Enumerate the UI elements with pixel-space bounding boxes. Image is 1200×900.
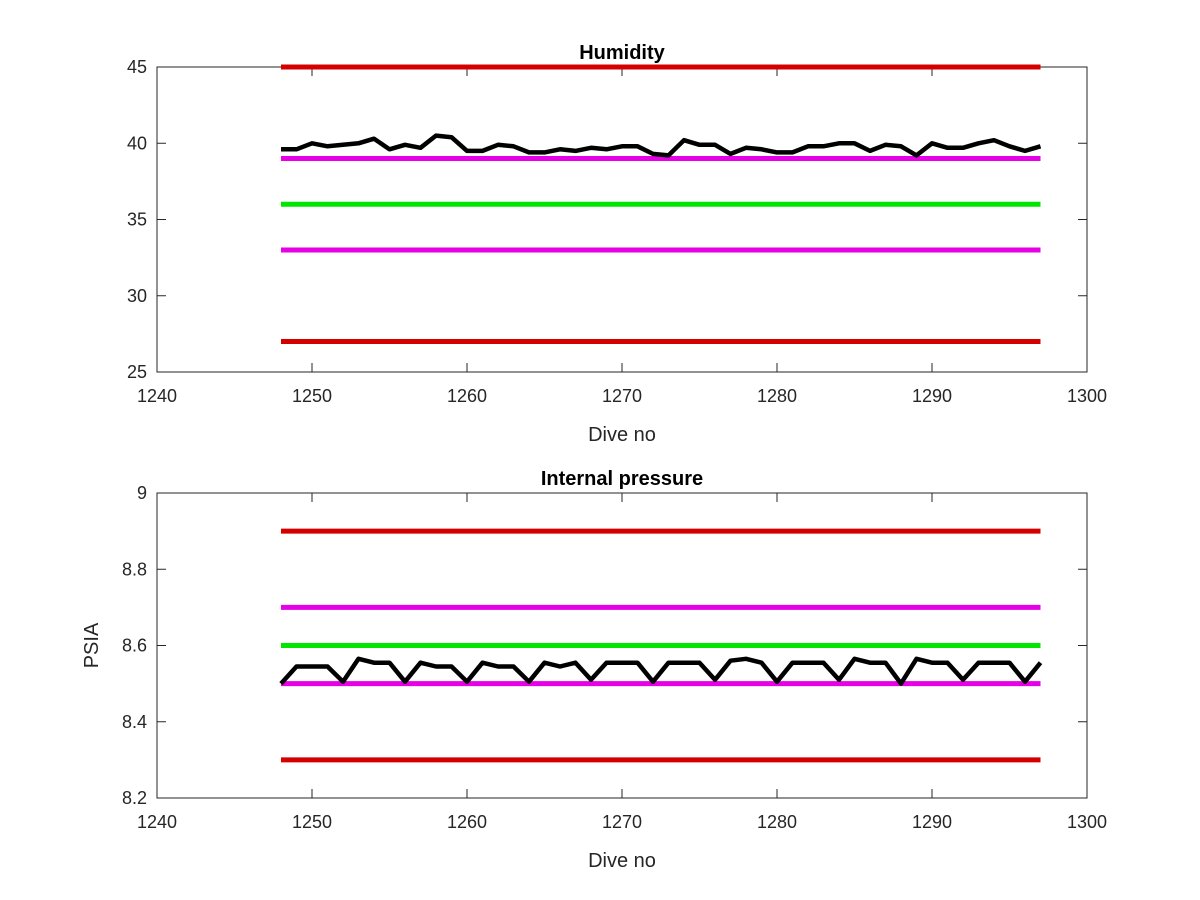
x-tick-label: 1250 xyxy=(292,386,332,406)
chart-title: Internal pressure xyxy=(541,468,703,490)
x-tick-label: 1280 xyxy=(757,386,797,406)
series-line xyxy=(279,656,1043,686)
y-axis-label: PSIA xyxy=(81,622,103,668)
x-tick-label: 1300 xyxy=(1067,386,1107,406)
x-axis-label: Dive no xyxy=(588,850,656,872)
x-tick-label: 1260 xyxy=(447,812,487,832)
y-tick-label: 30 xyxy=(127,286,147,306)
y-tick-label: 45 xyxy=(127,57,147,77)
x-tick-label: 1290 xyxy=(912,812,952,832)
x-axis-label: Dive no xyxy=(588,424,656,446)
y-tick-label: 25 xyxy=(127,362,147,382)
x-tick-label: 1290 xyxy=(912,386,952,406)
y-tick-label: 9 xyxy=(137,483,147,503)
y-tick-label: 35 xyxy=(127,210,147,230)
y-tick-label: 8.4 xyxy=(122,712,147,732)
x-tick-label: 1240 xyxy=(137,812,177,832)
x-tick-label: 1270 xyxy=(602,386,642,406)
x-tick-label: 1270 xyxy=(602,812,642,832)
x-tick-label: 1240 xyxy=(137,386,177,406)
internal-pressure-chart: 1240 1250 1260 1270 1280 1290 1300 8.2 8.4 8.6 8.8… xyxy=(81,468,1107,872)
humidity-chart: 1240 1250 1260 1270 1280 1290 1300 25 30 35 40 45 Hu… xyxy=(127,42,1107,446)
x-tick-label: 1250 xyxy=(292,812,332,832)
y-tick-label: 8.2 xyxy=(122,788,147,808)
series-line xyxy=(281,133,1042,158)
y-tick-label: 8.8 xyxy=(122,559,147,579)
x-tick-label: 1280 xyxy=(757,812,797,832)
chart-title: Humidity xyxy=(579,42,665,64)
x-tick-label: 1300 xyxy=(1067,812,1107,832)
y-tick-label: 8.6 xyxy=(122,636,147,656)
x-tick-label: 1260 xyxy=(447,386,487,406)
y-tick-label: 40 xyxy=(127,133,147,153)
